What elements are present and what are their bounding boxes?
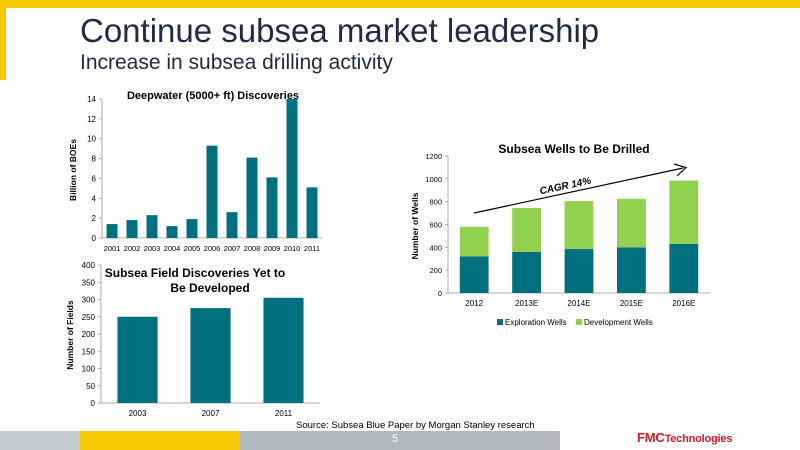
chart1-title: Deepwater (5000+ ft) Discoveries bbox=[127, 90, 299, 102]
chart3-bar-development bbox=[669, 180, 699, 244]
chart3-annotation: CAGR 14% bbox=[539, 176, 592, 198]
chart1-bar bbox=[126, 220, 138, 238]
logo-suffix-text: Technologies bbox=[664, 433, 733, 445]
chart2-x-tick-label: 2007 bbox=[202, 409, 220, 418]
chart2-bar bbox=[263, 297, 304, 403]
chart1-bar bbox=[286, 99, 298, 238]
top-accent-bar bbox=[0, 0, 800, 8]
chart2-y-tick-label: 0 bbox=[91, 399, 96, 408]
chart3-x-tick-label: 2013E bbox=[515, 299, 538, 308]
source-note: Source: Subsea Blue Paper by Morgan Stan… bbox=[296, 420, 535, 431]
chart1-x-tick-label: 2006 bbox=[204, 244, 221, 253]
chart1-y-tick-label: 8 bbox=[92, 155, 97, 164]
chart3-legend-swatch-exploration bbox=[497, 319, 503, 325]
chart3-trend-arrow-head bbox=[673, 163, 688, 177]
chart3-x-tick-label: 2012 bbox=[465, 299, 483, 308]
chart3-y-tick-label: 200 bbox=[429, 266, 442, 275]
chart2-y-axis-label: Number of Fields bbox=[65, 300, 75, 370]
slide-title: Continue subsea market leadership bbox=[80, 12, 600, 49]
chart1-bar bbox=[166, 226, 178, 238]
chart3-y-tick-label: 600 bbox=[429, 221, 442, 230]
chart3-bar-development bbox=[512, 207, 542, 252]
chart2-title: Subsea Field Discoveries Yet to Be Develo… bbox=[105, 266, 286, 295]
chart2-y-tick-label: 100 bbox=[82, 365, 96, 374]
company-logo: FMCTechnologies bbox=[637, 430, 732, 445]
chart1-x-tick-label: 2001 bbox=[104, 244, 121, 253]
chart2-y-tick-label: 250 bbox=[82, 313, 96, 322]
chart1-bar bbox=[266, 177, 278, 238]
chart3-bar-development bbox=[459, 226, 489, 257]
chart2-y-tick-label: 300 bbox=[82, 296, 96, 305]
chart3-y-tick-label: 1200 bbox=[425, 152, 442, 161]
chart1-bar bbox=[246, 157, 258, 238]
chart1-y-tick-label: 6 bbox=[92, 174, 97, 183]
chart2-x-tick-label: 2011 bbox=[275, 409, 293, 418]
chart2-y-tick-label: 200 bbox=[82, 330, 96, 339]
chart3-bar-development bbox=[564, 201, 594, 250]
chart3-y-tick-label: 800 bbox=[429, 198, 442, 207]
chart2-y-tick-label: 150 bbox=[82, 347, 96, 356]
chart3-legend-label-development: Development Wells bbox=[584, 318, 653, 327]
chart1-x-tick-label: 2008 bbox=[244, 244, 261, 253]
chart3-bar-exploration bbox=[564, 249, 594, 293]
chart1-x-tick-label: 2005 bbox=[184, 244, 201, 253]
chart3-bar-exploration bbox=[459, 256, 489, 293]
chart1-y-tick-label: 2 bbox=[92, 214, 97, 223]
chart2-y-tick-label: 400 bbox=[82, 261, 96, 270]
chart3-y-tick-label: 1000 bbox=[425, 175, 442, 184]
chart2-bar bbox=[117, 316, 158, 403]
page-number: 5 bbox=[392, 433, 399, 445]
chart3-x-tick-label: 2016E bbox=[672, 299, 695, 308]
chart3-title: Subsea Wells to Be Drilled bbox=[498, 142, 649, 156]
chart1-x-tick-label: 2004 bbox=[164, 244, 181, 253]
chart2-y-tick-label: 350 bbox=[82, 278, 96, 287]
chart1-bar bbox=[206, 145, 218, 238]
footer-segment-gray bbox=[0, 431, 80, 450]
chart2-y-tick-label: 50 bbox=[86, 382, 95, 391]
chart1-y-tick-label: 10 bbox=[87, 135, 96, 144]
chart1-x-tick-label: 2011 bbox=[304, 244, 320, 253]
footer-segment-yellow bbox=[80, 431, 240, 450]
chart2-x-tick-label: 2003 bbox=[129, 409, 147, 418]
chart1-bar bbox=[146, 215, 158, 238]
chart3-y-tick-label: 400 bbox=[429, 243, 442, 252]
chart1-bar bbox=[226, 212, 238, 238]
chart3-bar-development bbox=[616, 198, 646, 248]
footer-bar bbox=[0, 431, 800, 450]
chart3-bar-exploration bbox=[512, 251, 542, 293]
chart2-bar bbox=[190, 308, 231, 403]
chart1-y-axis-label: Billion of BOEs bbox=[68, 139, 78, 201]
chart3-bar-exploration bbox=[669, 243, 699, 293]
chart1-bar bbox=[306, 187, 318, 238]
chart1-y-tick-label: 12 bbox=[87, 115, 96, 124]
chart1-y-tick-label: 4 bbox=[92, 194, 97, 203]
footer-segment-gray-blue bbox=[240, 431, 560, 450]
chart1-bar bbox=[186, 219, 198, 238]
chart1-x-tick-label: 2009 bbox=[264, 244, 281, 253]
slide-subtitle: Increase in subsea drilling activity bbox=[80, 51, 393, 74]
left-accent-bar bbox=[0, 8, 6, 80]
chart3-trend-arrow-line bbox=[473, 167, 684, 214]
chart1-y-tick-label: 14 bbox=[87, 95, 96, 104]
chart1-x-tick-label: 2010 bbox=[284, 244, 301, 253]
chart1-x-tick-label: 2002 bbox=[124, 244, 141, 253]
chart1-y-tick-label: 0 bbox=[92, 234, 97, 243]
chart3-legend-label-exploration: Exploration Wells bbox=[505, 318, 567, 327]
chart3-y-axis-label: Number of Wells bbox=[410, 192, 420, 259]
chart1-bar bbox=[106, 224, 118, 238]
chart1-x-tick-label: 2003 bbox=[144, 244, 161, 253]
chart3-legend-swatch-development bbox=[576, 319, 582, 325]
chart3-bar-exploration bbox=[616, 247, 646, 293]
chart3-x-tick-label: 2015E bbox=[620, 299, 643, 308]
chart3-y-tick-label: 0 bbox=[438, 289, 442, 298]
chart1-x-tick-label: 2007 bbox=[224, 244, 241, 253]
chart3-x-tick-label: 2014E bbox=[567, 299, 590, 308]
logo-main-text: FMC bbox=[637, 430, 665, 445]
